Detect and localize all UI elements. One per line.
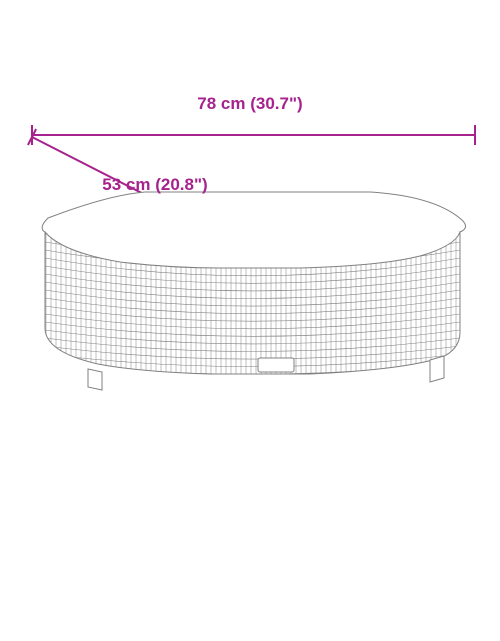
depth-dimension-label: 53 cm (20.8") — [65, 175, 245, 195]
width-dimension-line — [32, 125, 475, 145]
brand-tag — [258, 358, 294, 372]
width-dimension-label: 78 cm (30.7") — [40, 94, 460, 114]
dimension-diagram: 78 cm (30.7") 53 cm (20.8") — [0, 0, 500, 641]
product-outline — [42, 192, 465, 390]
